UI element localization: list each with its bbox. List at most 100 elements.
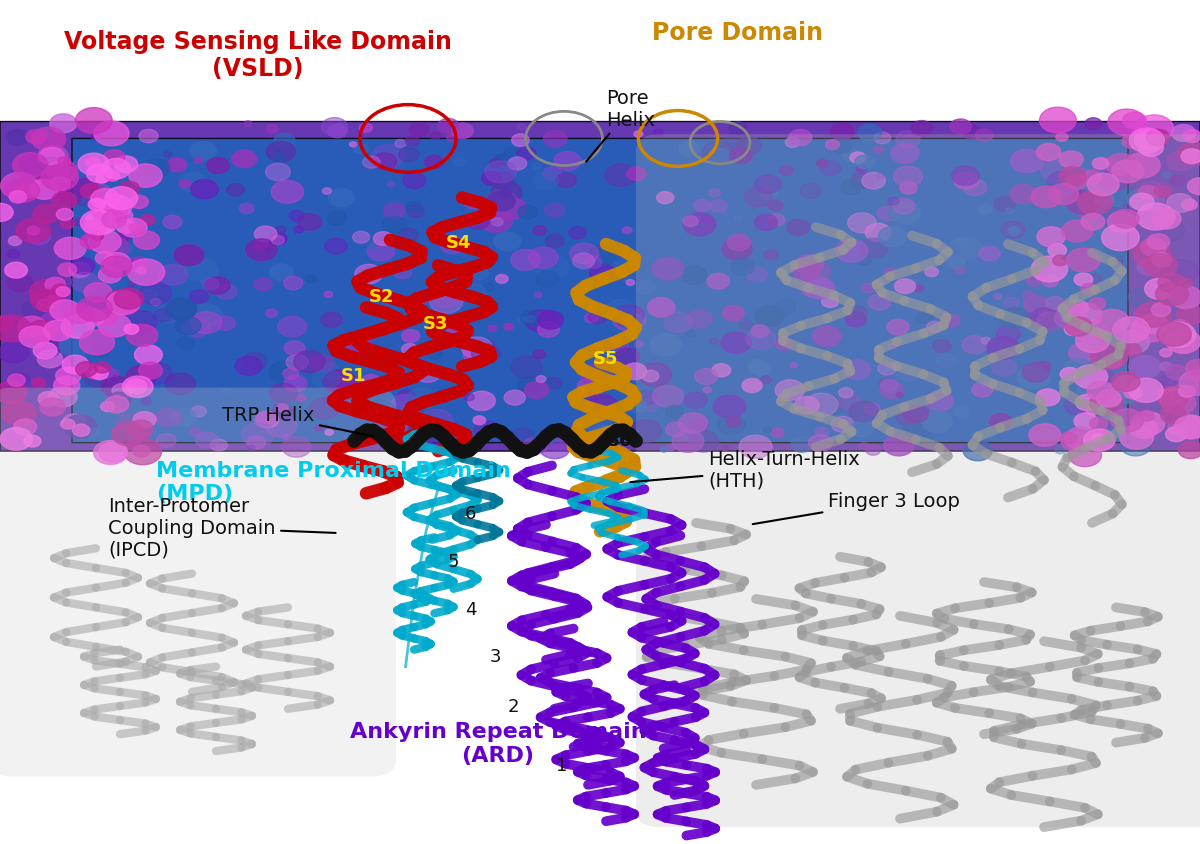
Circle shape [592,426,616,443]
Circle shape [1151,303,1171,317]
Circle shape [1142,198,1160,211]
Circle shape [1090,418,1108,430]
Circle shape [1169,386,1195,403]
Circle shape [883,268,898,279]
Circle shape [276,227,286,234]
Circle shape [684,392,707,408]
Circle shape [556,174,576,188]
Circle shape [791,437,814,453]
Circle shape [1139,411,1154,422]
Circle shape [76,109,112,134]
Circle shape [1152,209,1181,230]
Circle shape [430,290,463,314]
Circle shape [269,362,298,382]
Circle shape [1039,108,1076,134]
Circle shape [1062,221,1093,242]
Circle shape [1092,159,1109,170]
FancyBboxPatch shape [72,139,1128,443]
Circle shape [479,209,512,233]
Circle shape [282,435,290,441]
Circle shape [504,149,518,158]
Circle shape [0,342,29,364]
Circle shape [630,420,661,443]
Circle shape [1180,279,1193,289]
Circle shape [89,230,121,254]
Circle shape [504,391,526,406]
Circle shape [1166,194,1194,214]
Circle shape [1156,283,1188,306]
Circle shape [206,159,229,174]
Circle shape [998,308,1028,329]
Circle shape [1064,324,1081,336]
Circle shape [125,311,157,334]
Circle shape [1067,176,1087,190]
Circle shape [112,384,133,398]
Circle shape [254,279,272,291]
Circle shape [800,278,830,299]
Circle shape [256,412,277,427]
Circle shape [610,338,629,352]
Text: Finger 3 Loop: Finger 3 Loop [752,491,960,524]
Circle shape [71,273,100,293]
Circle shape [126,366,156,387]
Circle shape [486,191,516,212]
Circle shape [1142,133,1165,148]
Circle shape [538,322,559,338]
Circle shape [1134,309,1150,321]
Circle shape [1061,431,1091,452]
Circle shape [1111,372,1140,392]
Circle shape [1129,356,1160,379]
Circle shape [425,156,444,170]
Circle shape [1178,441,1200,459]
Circle shape [175,317,200,335]
Circle shape [733,216,742,222]
Circle shape [485,161,516,184]
Circle shape [791,363,798,368]
Circle shape [468,392,496,411]
Circle shape [1086,274,1103,286]
Circle shape [1159,349,1172,358]
Circle shape [991,360,1016,376]
Circle shape [986,337,1019,360]
Circle shape [1168,420,1189,435]
Circle shape [347,336,372,354]
Circle shape [557,165,565,171]
Circle shape [373,154,397,170]
Circle shape [1074,414,1098,430]
Circle shape [1177,143,1200,166]
Circle shape [1087,381,1115,401]
Circle shape [1060,152,1084,169]
Circle shape [94,362,110,374]
Circle shape [284,376,307,392]
Circle shape [1092,435,1104,443]
Circle shape [709,338,719,344]
Circle shape [454,158,466,167]
Circle shape [122,376,154,398]
Circle shape [34,343,56,360]
Circle shape [13,374,29,385]
Circle shape [605,165,637,187]
Circle shape [916,312,934,324]
Circle shape [584,417,611,436]
Circle shape [174,246,204,267]
Circle shape [1116,331,1150,354]
Circle shape [1157,387,1189,409]
Circle shape [1093,160,1120,178]
Circle shape [1165,365,1187,381]
FancyBboxPatch shape [0,122,1200,452]
Circle shape [794,397,820,414]
Circle shape [511,251,540,271]
Circle shape [629,400,647,414]
Circle shape [126,325,158,347]
Circle shape [108,370,119,377]
Circle shape [1084,430,1115,452]
Circle shape [584,313,599,323]
Circle shape [101,403,115,412]
Circle shape [1091,344,1128,371]
Circle shape [1040,160,1072,182]
Circle shape [812,327,841,347]
Circle shape [1188,179,1200,196]
Circle shape [485,342,494,349]
Circle shape [1004,298,1019,309]
Circle shape [972,383,992,398]
